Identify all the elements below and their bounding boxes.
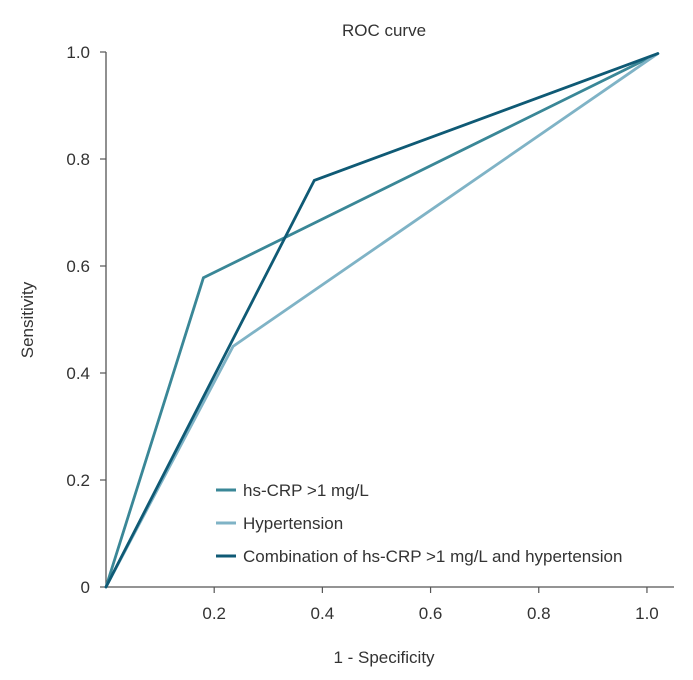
y-tick-label: 0.4	[66, 364, 90, 383]
x-ticks: 0.2 0.4 0.6 0.8 1.0	[202, 587, 659, 623]
x-tick-label: 0.4	[311, 604, 335, 623]
legend: hs-CRP >1 mg/L Hypertension Combination of…	[216, 481, 622, 566]
x-tick-label: 0.6	[419, 604, 443, 623]
series-layer	[104, 52, 660, 589]
chart-title: ROC curve	[342, 21, 426, 40]
y-ticks: 0 0.2 0.4 0.6 0.8 1.0	[66, 43, 106, 597]
y-tick-label: 0.2	[66, 471, 90, 490]
series-line-1	[104, 52, 660, 589]
y-tick-label: 1.0	[66, 43, 90, 62]
x-tick-label: 1.0	[635, 604, 659, 623]
legend-label: Combination of hs-CRP >1 mg/L and hypert…	[243, 547, 622, 566]
legend-label: hs-CRP >1 mg/L	[243, 481, 369, 500]
x-axis-label: 1 - Specificity	[333, 648, 435, 667]
y-axis-label: Sensitivity	[18, 281, 37, 358]
x-tick-label: 0.8	[527, 604, 551, 623]
series-line-3	[104, 52, 660, 589]
axes	[105, 52, 674, 588]
x-tick-label: 0.2	[202, 604, 226, 623]
y-tick-label: 0.6	[66, 257, 90, 276]
y-tick-label: 0	[81, 578, 90, 597]
legend-label: Hypertension	[243, 514, 343, 533]
y-tick-label: 0.8	[66, 150, 90, 169]
